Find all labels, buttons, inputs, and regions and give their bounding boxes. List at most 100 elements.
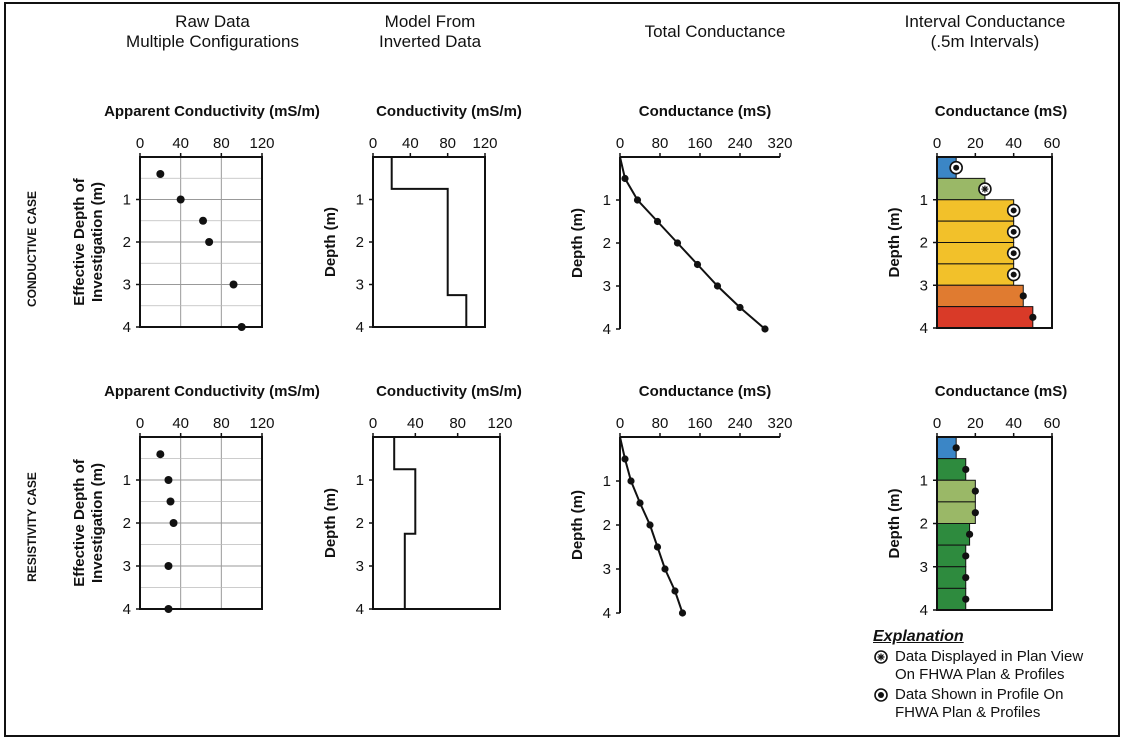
y-tick-label: 1 [356,472,364,489]
y-axis-label-line: Depth (m) [569,208,586,278]
data-point [1029,313,1037,321]
bar-light_green [936,479,976,503]
outer-border [4,2,1120,737]
y-tick-label: 1 [920,472,928,489]
data-point [156,450,165,459]
y-tick-label: 3 [603,278,611,295]
column-header-text: Model From Inverted Data [378,12,482,51]
data-point [237,323,246,331]
data-point [971,509,979,517]
y-tick-label: 1 [123,472,131,489]
x-tick-label: 80 [213,135,230,152]
x-tick-label: 20 [967,135,984,152]
y-tick-label: 2 [123,234,131,251]
data-point [646,521,654,529]
y-axis-label-line: Effective Depth of [71,458,88,587]
data-point [673,239,682,247]
x-tick-label: 0 [369,415,377,432]
y-tick-label: 4 [356,319,364,336]
column-header-raw-data: Raw Data Multiple Configurations [105,12,320,52]
chart-title: Apparent Conductivity (mS/m) [104,103,320,120]
y-axis-label: Depth (m) [886,208,903,278]
data-point [1019,292,1027,300]
x-tick-label: 80 [213,415,230,432]
data-point [164,605,173,613]
chart-title: Conductance (mS) [639,103,772,120]
column-header-interval-conductance: Interval Conductance (.5m Intervals) [890,12,1080,52]
y-axis-label: Depth (m) [886,489,903,559]
bar-light_green [936,177,986,201]
chart-6: Conductivity (mS/m) 0 40 80 120 1 2 3 4 Depth (m) [322,383,522,618]
x-tick-label: 80 [652,415,669,432]
bar-yellow [936,263,1015,286]
x-tick-label: 80 [439,135,456,152]
data-point [621,455,629,463]
y-axis-label-line: Depth (m) [886,208,903,278]
conductivity-step-line [393,437,417,609]
x-tick-label: 0 [369,135,377,152]
y-tick-label: 3 [356,277,364,294]
data-point [671,587,679,595]
bar-light_green [936,501,976,524]
bar-yellow [936,199,1015,222]
x-tick-label: 0 [136,135,144,152]
y-axis-label-line: Depth (m) [886,489,903,559]
y-tick-label: 3 [603,561,611,578]
y-axis-label-line: Effective Depth of [71,177,88,306]
plot-frame [372,436,501,610]
conductance-line [619,156,766,330]
y-tick-label: 2 [920,235,928,252]
x-tick-label: 0 [933,135,941,152]
data-point [713,282,722,290]
y-tick-label: 3 [123,558,131,575]
y-axis-label-line: Depth (m) [569,490,586,560]
y-axis-label: Depth (m) [569,490,586,560]
column-header-text: Total Conductance [644,22,786,41]
data-point [962,573,970,582]
data-point [678,609,687,617]
plot-frame [372,156,486,328]
bar-green [936,544,967,568]
bar-green [936,523,971,546]
chart-2: Conductivity (mS/m) 0 40 80 120 1 2 3 4 Depth (m) [322,103,522,336]
x-tick-label: 40 [402,135,419,152]
chart-4: Conductance (mS) 0 20 40 60 1 2 3 4 Depth (m) [886,103,1067,337]
legend-item-profile: Data Shown in Profile On FHWA Plan & Pro… [873,686,1083,722]
x-tick-label: 0 [136,415,144,432]
y-tick-label: 3 [356,558,364,575]
data-point [627,477,635,485]
x-tick-label: 160 [687,135,712,152]
y-tick-label: 1 [123,192,131,209]
bar-green [936,587,967,611]
x-tick-label: 80 [449,415,466,432]
y-axis-label-line: Investigation (m) [89,182,106,302]
bar-green [936,566,967,589]
legend-text-profile: Data Shown in Profile On FHWA Plan & Pro… [895,686,1064,721]
y-tick-label: 1 [356,192,364,209]
x-tick-label: 240 [727,415,752,432]
y-tick-label: 4 [603,321,611,338]
y-axis-label: Effective Depth ofInvestigation (m) [71,177,106,306]
bar-red [936,306,1034,329]
x-tick-label: 320 [767,415,792,432]
x-tick-label: 120 [249,135,274,152]
data-point [1010,228,1017,235]
data-point [176,195,185,204]
data-point [1010,207,1017,214]
data-point [1010,271,1017,278]
y-tick-label: 1 [920,192,928,209]
x-tick-label: 120 [249,415,274,432]
y-tick-label: 4 [920,602,928,619]
x-tick-label: 60 [1044,135,1061,152]
bar-orange [936,284,1024,308]
chart-title: Conductivity (mS/m) [376,383,522,400]
y-tick-label: 1 [603,473,611,490]
data-point [761,325,769,333]
y-axis-label: Depth (m) [569,208,586,278]
x-tick-label: 20 [967,415,984,432]
data-point [621,174,629,183]
y-tick-label: 2 [356,515,364,532]
data-point [169,519,178,527]
explanation-legend: Explanation Data Displayed in Plan View … [873,628,1083,722]
